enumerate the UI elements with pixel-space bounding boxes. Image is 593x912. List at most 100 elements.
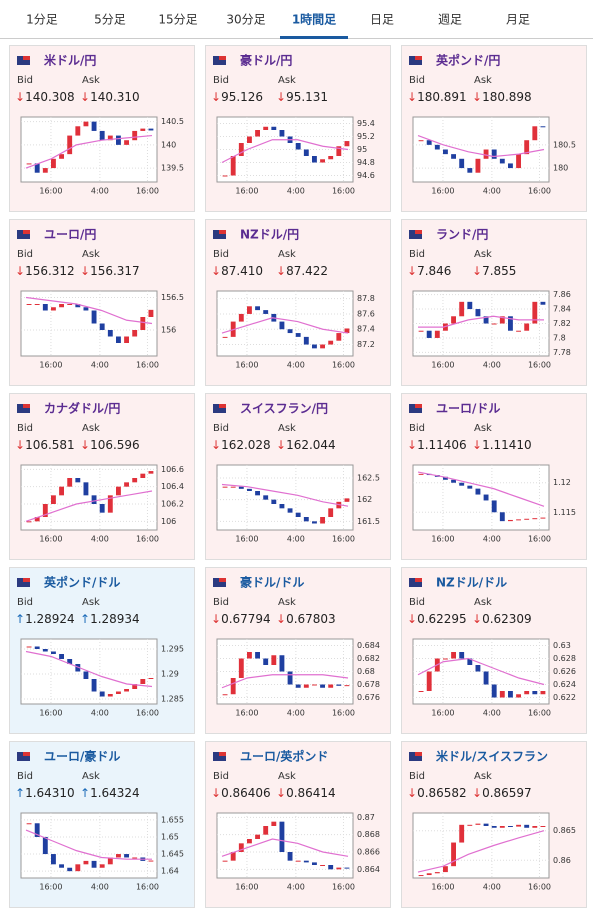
candle <box>107 495 113 513</box>
card-title[interactable]: ユーロ/円 <box>44 228 96 242</box>
candle <box>116 486 121 496</box>
x-tick-label: 4:00 <box>91 709 109 718</box>
card-title[interactable]: NZドル/ドル <box>436 576 507 590</box>
tab[interactable]: 月足 <box>506 13 530 27</box>
bid-label: Bid <box>17 75 33 86</box>
ask-number: 1.64324 <box>90 786 140 800</box>
candle <box>271 499 277 504</box>
candle <box>51 651 56 654</box>
candle <box>279 321 285 330</box>
flag-icon <box>17 752 30 761</box>
candle <box>255 652 260 659</box>
candle <box>124 482 129 487</box>
x-tick-label: 4:00 <box>483 709 501 718</box>
x-tick-label: 4:00 <box>287 535 305 544</box>
bid-label: Bid <box>213 771 229 782</box>
card-title[interactable]: ユーロ/英ポンド <box>240 749 328 764</box>
candle <box>83 482 89 496</box>
candle <box>443 149 448 155</box>
candle <box>67 867 73 872</box>
candle <box>344 328 350 334</box>
x-tick-label: 16:00 <box>431 883 454 892</box>
flag-icon-stripe <box>219 56 226 60</box>
y-tick-label: 0.676 <box>357 693 380 702</box>
bid-label: Bid <box>213 597 229 608</box>
candle <box>247 652 252 659</box>
card-title[interactable]: ユーロ/ドル <box>436 402 500 416</box>
x-tick-label: 16:00 <box>528 361 551 370</box>
y-tick-label: 180 <box>553 164 568 173</box>
tab[interactable]: 30分足 <box>226 13 265 27</box>
card-title[interactable]: 英ポンド/ドル <box>44 575 120 590</box>
moving-average <box>25 134 153 169</box>
x-tick-label: 16:00 <box>136 709 159 718</box>
y-tick-label: 0.68 <box>357 667 375 676</box>
direction-arrow: ↓ <box>407 612 417 626</box>
candle <box>328 684 334 688</box>
candle <box>516 330 521 332</box>
tab[interactable]: 週足 <box>438 13 462 27</box>
candle <box>83 121 89 127</box>
y-tick-label: 94.8 <box>357 158 375 167</box>
tab[interactable]: 5分足 <box>94 13 126 27</box>
card-title[interactable]: 豪ドル/ドル <box>240 575 304 590</box>
card-title[interactable]: カナダドル/円 <box>44 401 120 416</box>
ask-number: 87.422 <box>286 264 328 278</box>
flag-icon-stripe <box>415 752 422 756</box>
tab[interactable]: 1時間足 <box>292 12 336 27</box>
flag-icon <box>17 578 30 587</box>
direction-arrow: ↑ <box>80 612 90 626</box>
ask-number: 106.596 <box>90 438 140 452</box>
card-title[interactable]: 豪ドル/円 <box>240 53 292 68</box>
candle <box>91 121 97 131</box>
ask-label: Ask <box>82 423 100 434</box>
candle <box>279 504 285 509</box>
candle <box>516 694 521 698</box>
tab[interactable]: 1分足 <box>26 13 58 27</box>
moving-average <box>417 471 545 507</box>
card-title[interactable]: ユーロ/豪ドル <box>44 749 120 764</box>
candle <box>51 307 56 311</box>
candle <box>271 126 277 130</box>
card-title[interactable]: 米ドル/円 <box>44 53 96 68</box>
candle <box>426 330 432 338</box>
ask-value: ↓87.422 <box>276 264 328 278</box>
card-title[interactable]: ランド/円 <box>436 228 488 242</box>
candle <box>26 163 32 165</box>
y-tick-label: 95.2 <box>357 132 375 141</box>
card-title[interactable]: 米ドル/スイスフラン <box>436 749 548 764</box>
card-title[interactable]: NZドル/円 <box>240 228 299 242</box>
candle <box>508 691 513 698</box>
candle <box>540 126 546 128</box>
candle <box>418 330 424 332</box>
candle <box>336 867 342 870</box>
candle <box>132 478 138 483</box>
y-tick-label: 0.622 <box>553 693 576 702</box>
x-tick-label: 4:00 <box>91 187 109 196</box>
candle <box>107 694 113 697</box>
candle <box>34 646 40 649</box>
y-tick-label: 0.63 <box>553 641 571 650</box>
candle <box>295 860 301 862</box>
card-title[interactable]: スイスフラン/円 <box>240 402 328 416</box>
ask-value: ↓106.596 <box>80 438 140 452</box>
candle <box>34 517 40 522</box>
candle <box>75 664 81 672</box>
candle <box>516 824 521 827</box>
candle <box>51 854 56 865</box>
candle <box>532 691 538 695</box>
card-title[interactable]: 英ポンド/円 <box>436 53 500 68</box>
y-tick-label: 1.65 <box>161 832 179 841</box>
candle <box>287 329 293 334</box>
chart-frame <box>20 812 158 879</box>
direction-arrow: ↓ <box>472 438 482 452</box>
tab[interactable]: 日足 <box>370 13 394 27</box>
candle <box>328 340 334 345</box>
bid-label: Bid <box>17 771 33 782</box>
candle <box>91 860 97 868</box>
candle <box>418 473 424 475</box>
tab[interactable]: 15分足 <box>158 13 197 27</box>
ask-value: ↑1.28934 <box>80 612 140 626</box>
candle <box>303 517 309 522</box>
